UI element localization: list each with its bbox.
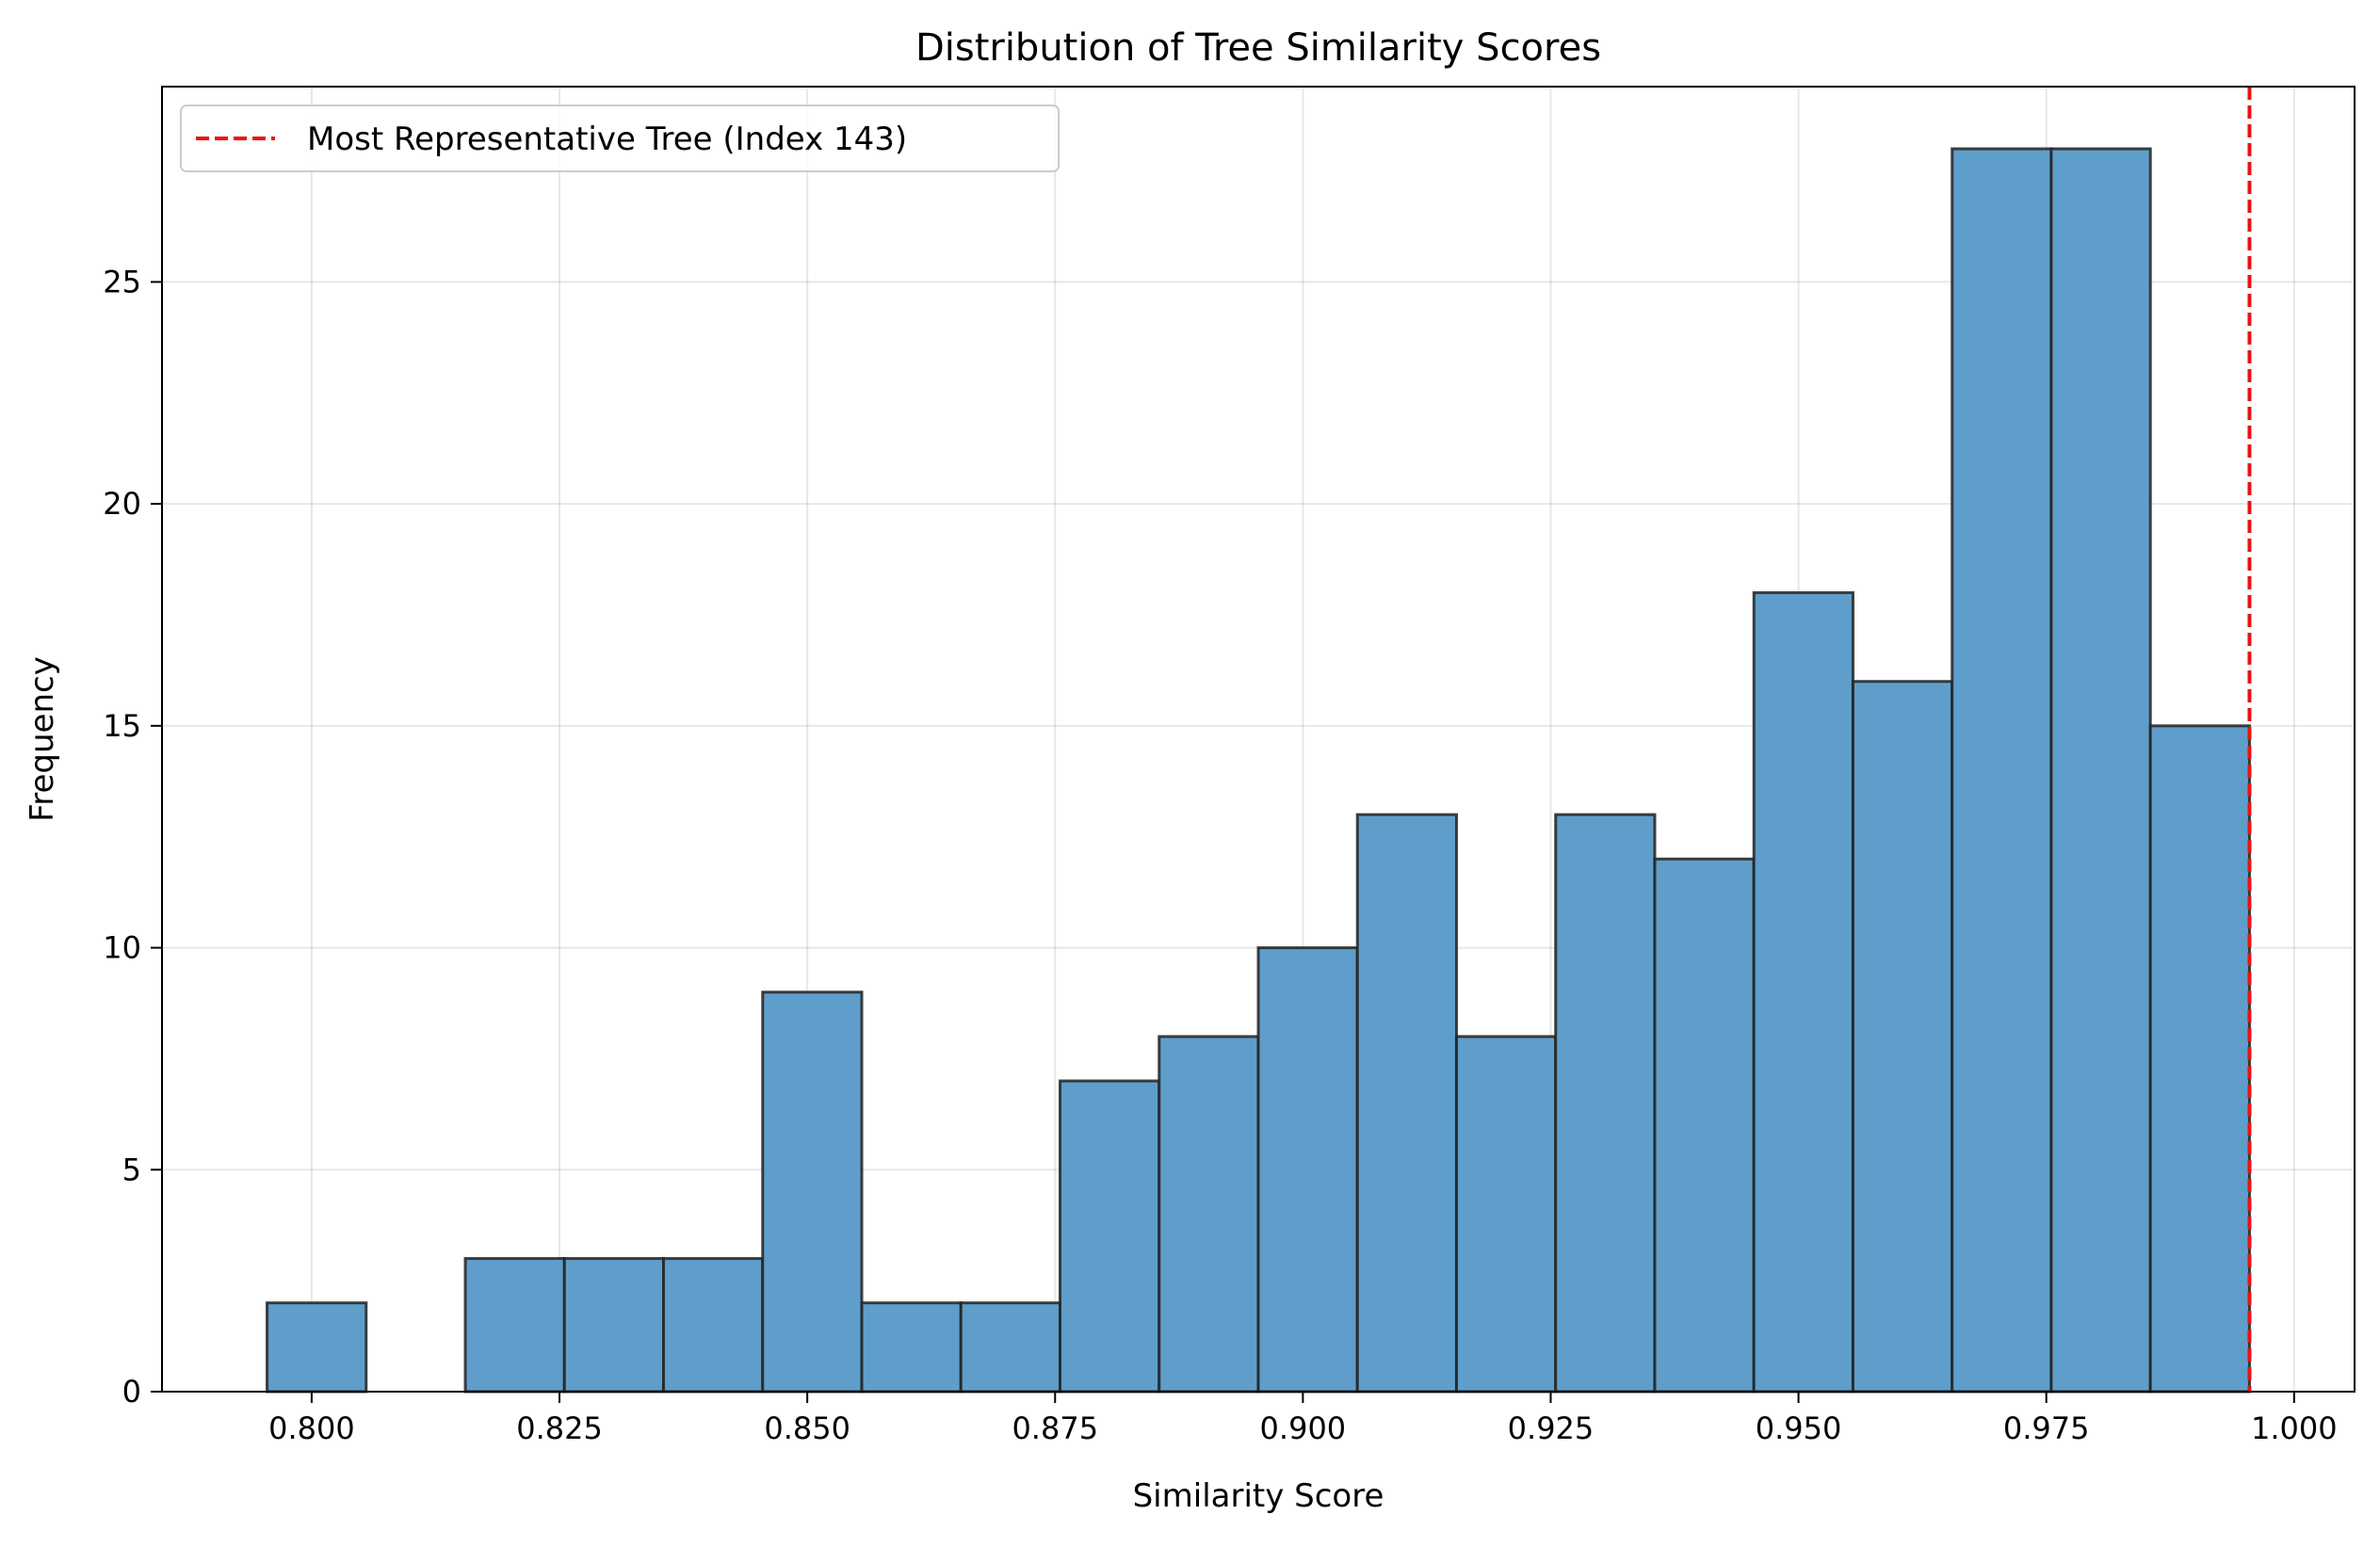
x-tick-label: 1.000: [2251, 1410, 2338, 1446]
histogram-bar: [1355, 813, 1458, 1394]
histogram-bar: [1059, 1079, 1161, 1394]
y-tick-label: 15: [103, 708, 141, 744]
legend: Most Representative Tree (Index 143): [180, 105, 1060, 172]
histogram-bar: [1653, 857, 1756, 1394]
histogram-bar: [463, 1257, 566, 1394]
histogram-bar: [1951, 147, 2053, 1394]
histogram-bar: [1256, 946, 1359, 1394]
x-tick-label: 0.950: [1756, 1410, 1842, 1446]
x-tick-label: 0.800: [268, 1410, 355, 1446]
y-axis-ticks: 0 5 10 15 20 25: [103, 264, 162, 1410]
histogram-bar: [662, 1257, 765, 1394]
legend-label: Most Representative Tree (Index 143): [307, 121, 907, 158]
x-tick-label: 0.925: [1508, 1410, 1595, 1446]
histogram-bar: [959, 1301, 1062, 1394]
histogram-bar: [1752, 590, 1854, 1394]
plot-frame: [161, 86, 2356, 1393]
histogram-bar: [1851, 680, 1954, 1394]
y-tick-label: 10: [103, 930, 141, 966]
y-tick-label: 0: [122, 1374, 141, 1410]
histogram-bar: [761, 991, 864, 1394]
histogram-bar: [1554, 813, 1657, 1394]
chart-title: Distribution of Tree Similarity Scores: [915, 26, 1601, 70]
histogram-bar: [266, 1301, 368, 1394]
x-tick-label: 0.875: [1012, 1410, 1098, 1446]
y-tick-label: 20: [103, 486, 141, 522]
x-tick-label: 0.975: [2003, 1410, 2090, 1446]
x-tick-label: 0.850: [764, 1410, 850, 1446]
histogram-bar: [562, 1257, 666, 1394]
x-tick-label: 0.900: [1260, 1410, 1347, 1446]
histogram-bar: [1158, 1035, 1260, 1394]
y-tick-label: 5: [122, 1152, 141, 1187]
histogram-bar: [2049, 147, 2152, 1394]
histogram-bars: [266, 147, 2251, 1394]
histogram-bar: [860, 1301, 963, 1394]
histogram-bar: [1454, 1035, 1558, 1394]
legend-box: [180, 105, 1060, 172]
histogram-bar: [2148, 724, 2251, 1394]
x-axis-ticks: 0.800 0.825 0.850 0.875 0.900 0.925 0.950 0.975…: [268, 1392, 2338, 1446]
y-axis-label: Frequency: [24, 656, 61, 822]
y-tick-label: 25: [103, 264, 141, 299]
x-tick-label: 0.825: [516, 1410, 603, 1446]
x-axis-label: Similarity Score: [1133, 1477, 1384, 1515]
